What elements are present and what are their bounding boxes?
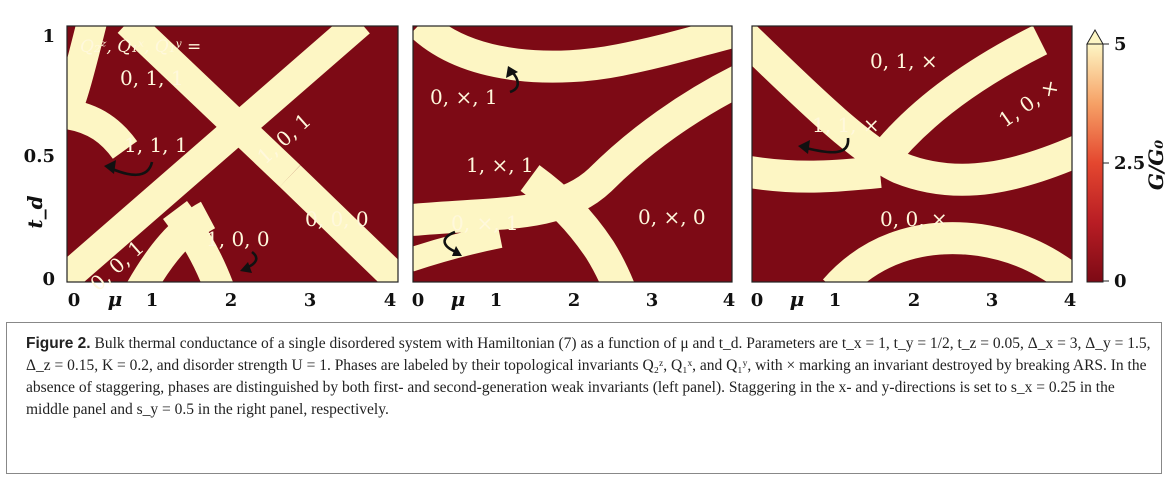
phase-label: 1, ×, 1	[466, 153, 534, 177]
x-tick: 0	[751, 290, 764, 310]
x-tick: 1	[146, 290, 159, 310]
x-tick: 4	[1064, 290, 1077, 310]
x-axis-right: 0 μ 1 2 3 4	[751, 287, 1077, 310]
colorbar-tick: 5	[1114, 34, 1127, 55]
phase-label: 0, 0, 0	[305, 207, 369, 231]
colorbar-tick: 0	[1114, 271, 1127, 292]
y-tick: 0	[42, 269, 55, 290]
x-axis-left: 0 μ 1 2 3 4	[68, 287, 397, 310]
y-axis: 1 0.5 0 t_d	[23, 26, 55, 290]
x-axis-label: μ	[451, 287, 466, 310]
x-tick: 0	[412, 290, 425, 310]
x-axis-middle: 0 μ 1 2 3 4	[412, 287, 736, 310]
phase-label: 0, 1, 1	[120, 66, 184, 90]
x-tick: 3	[986, 290, 999, 310]
middle-panel: 0, ×, 1 1, ×, 1 0, ×, 1 0, ×, 0	[412, 25, 733, 283]
phase-label: 0, 1, ×	[870, 49, 938, 73]
phase-label: 1, 0, 0	[206, 227, 270, 251]
colorbar-label: G/G₀	[1144, 140, 1168, 190]
figure-caption: Figure 2. Bulk thermal conductance of a …	[26, 333, 1154, 421]
figure-label: Figure 2.	[26, 335, 91, 352]
y-tick: 1	[42, 26, 55, 47]
x-tick: 2	[908, 290, 921, 310]
x-tick: 1	[829, 290, 842, 310]
x-tick: 3	[304, 290, 317, 310]
x-axis-label: μ	[790, 287, 805, 310]
x-tick: 2	[225, 290, 238, 310]
colorbar: 5 2.5 0 G/G₀	[1086, 28, 1168, 292]
right-panel: 0, 1, × 1, 0, × 1, 1, × 0, 0, ×	[751, 25, 1073, 283]
x-tick: 4	[723, 290, 736, 310]
phase-label: 0, ×, 0	[638, 205, 706, 229]
colorbar-tick: 2.5	[1114, 153, 1145, 174]
phase-label: 0, ×, 1	[451, 211, 519, 235]
x-tick: 2	[568, 290, 581, 310]
x-tick: 1	[490, 290, 503, 310]
arrow-icon	[805, 137, 850, 154]
arrow-icon	[443, 230, 457, 254]
phase-label: 0, 0, ×	[880, 207, 948, 231]
x-tick: 0	[68, 290, 81, 310]
phase-label: 0, ×, 1	[430, 85, 498, 109]
x-axis-label: μ	[108, 287, 123, 310]
caption-text: Bulk thermal conductance of a single dis…	[26, 335, 1151, 418]
y-tick: 0.5	[24, 146, 55, 167]
figure-2-plot: Q₂ᶻ, Q₁ˣ, Q₁ʸ = 0, 1, 1 1, 0, 1 1, 1, 1 …	[23, 25, 1168, 310]
invariants-header: Q₂ᶻ, Q₁ˣ, Q₁ʸ =	[80, 37, 201, 57]
y-axis-label: t_d	[23, 195, 47, 228]
phase-label: 1, 1, 1	[124, 133, 188, 157]
phase-label: 1, 1, ×	[812, 113, 880, 137]
left-panel: Q₂ᶻ, Q₁ˣ, Q₁ʸ = 0, 1, 1 1, 0, 1 1, 1, 1 …	[66, 25, 399, 296]
x-tick: 3	[646, 290, 659, 310]
x-tick: 4	[384, 290, 397, 310]
caption-box	[6, 322, 1162, 474]
